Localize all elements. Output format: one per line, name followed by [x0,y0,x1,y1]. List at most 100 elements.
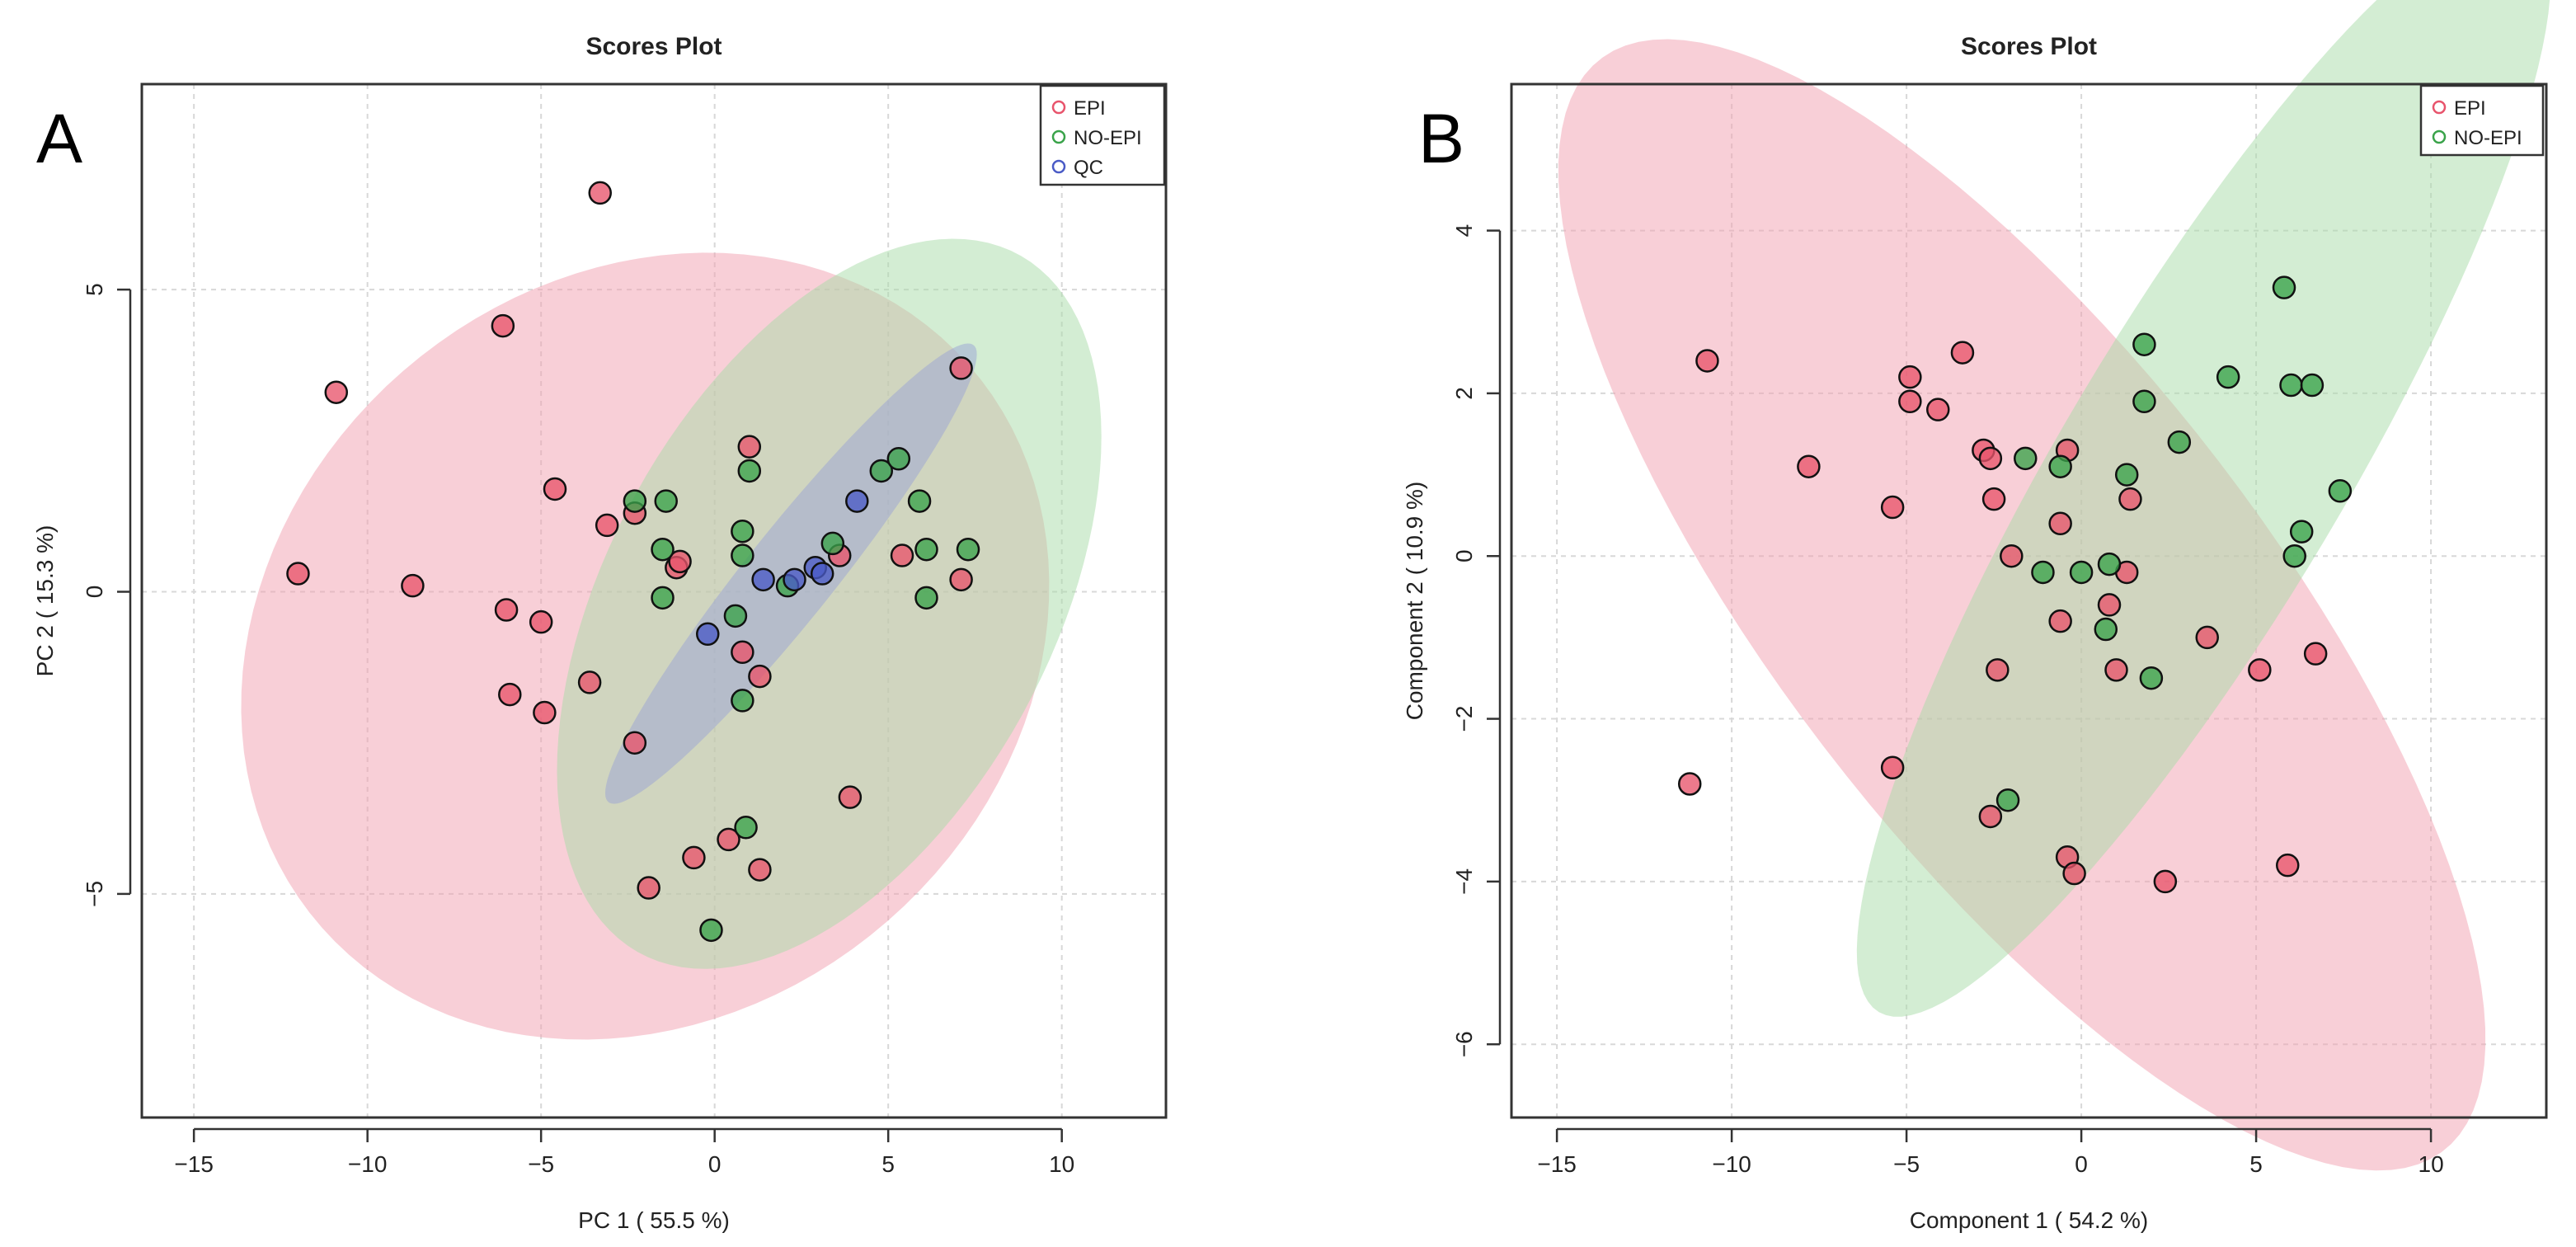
data-point-epi [1898,389,1922,414]
data-point-no-epi [651,586,675,610]
data-point-no-epi [2282,544,2306,568]
data-point-epi [577,671,602,694]
panel-b: B −15 −10 −5 0 5 10 Component 1 ( 54.2 %) −6 −4−… [1385,0,2576,1247]
panel-label: B [1418,100,1465,177]
data-point-epi [401,573,425,598]
chart-title: Scores Plot [1961,33,2097,60]
x-tick-label: −10 [348,1151,388,1177]
confidence-ellipse-no-epi [1856,0,2550,1017]
data-point-no-epi [1995,788,2020,812]
data-point-qc [751,567,775,592]
data-point-no-epi [2167,430,2192,454]
data-point-epi [1978,804,2003,829]
data-point-no-epi [820,531,845,556]
x-tick-label: 5 [2249,1151,2263,1177]
series-epi [1677,341,2328,894]
y-tick-label: 4 [1451,224,1477,238]
data-point-no-epi [623,489,647,513]
plot-frame [140,82,1168,1119]
data-point-epi [543,477,567,501]
data-point-qc [783,567,806,592]
data-point-epi [1880,495,1905,520]
x-tick-label: 0 [2075,1151,2088,1177]
data-point-epi [748,858,772,882]
data-point-epi [2276,853,2300,878]
data-point-no-epi [2289,520,2314,544]
legend-label-epi: EPI [2454,97,2486,120]
data-point-no-epi [734,816,758,840]
ellipses [241,238,1102,1040]
data-point-no-epi [914,586,938,610]
x-axis: −15 −10 −5 0 5 10 [174,1127,1074,1177]
legend-label-epi: EPI [1074,97,1106,120]
data-point-no-epi [654,489,678,513]
data-point-epi [286,562,310,586]
panel-a: A −15 −10 −5 0 5 10 PC 1 ( 55.5 %) −5 0 5 PC 2 ( 1… [0,0,1187,1247]
x-tick-label: 0 [708,1151,722,1177]
data-point-epi [2195,625,2219,650]
data-point-epi [1978,446,2003,471]
data-point-no-epi [907,489,932,513]
data-point-epi [737,435,762,459]
scores-plot-chart: −15 −10 −5 0 5 10 PC 1 ( 55.5 %) −5 0 5 PC 2 ( 15.… [32,33,1168,1233]
data-point-no-epi [2328,479,2353,503]
data-point-epi [529,609,553,634]
legend-box [2419,84,2545,157]
data-point-epi [324,380,349,404]
data-point-no-epi [886,447,911,471]
data-point-no-epi [2048,454,2072,478]
legend-marker-no-epi [1051,129,1066,144]
data-point-epi [498,682,522,707]
x-tick-label: 5 [881,1151,895,1177]
plot-frame [1510,82,2548,1119]
data-point-no-epi [651,537,675,562]
y-axis-title: PC 2 ( 15.3 %) [32,525,58,677]
data-point-no-epi [2139,666,2164,690]
y-tick-label: −6 [1451,1031,1477,1057]
y-axis: −6 −4 −2 0 2 4 [1451,224,1502,1057]
data-point-no-epi [2097,552,2122,576]
data-point-no-epi [2031,560,2055,585]
data-point-epi [595,513,619,538]
data-point-epi [682,845,706,870]
y-tick-label: 0 [82,586,107,599]
data-point-epi [1898,365,1922,389]
data-point-epi [491,313,515,338]
data-point-epi [2048,609,2072,633]
data-point-epi [494,598,519,622]
data-point-epi [1986,658,2010,682]
legend-label-no-epi: NO-EPI [1074,127,1142,149]
panel-label: A [36,100,83,177]
y-axis-title: Component 2 ( 10.9 %) [1402,482,1427,721]
y-tick-label: 0 [1451,549,1477,562]
legend-label-no-epi: NO-EPI [2454,127,2522,149]
data-point-no-epi [2300,373,2325,398]
x-tick-label: 10 [1049,1151,1074,1177]
data-point-epi [637,876,660,900]
data-point-epi [2303,642,2328,666]
data-point-no-epi [723,604,748,628]
series-no-epi [1995,275,2353,812]
legend-label-qc: QC [1074,157,1103,179]
legend: EPI NO-EPI QC [1039,84,1166,186]
x-tick-label: 10 [2419,1151,2444,1177]
x-tick-label: −5 [528,1151,554,1177]
data-point-epi [890,544,914,567]
legend: EPI NO-EPI [2419,84,2545,157]
data-point-epi [2248,658,2272,682]
x-axis: −15 −10 −5 0 5 10 [1537,1127,2444,1177]
data-point-epi [1981,487,2006,511]
data-point-no-epi [731,519,754,544]
x-axis-title: PC 1 ( 55.5 %) [578,1207,730,1233]
data-point-no-epi [2114,463,2139,487]
data-point-epi [1695,349,1719,373]
ellipses [1558,0,2550,1171]
data-point-no-epi [914,537,938,562]
data-point-no-epi [731,544,754,567]
data-point-epi [2153,869,2178,894]
data-point-epi [623,731,647,755]
data-point-epi [838,785,863,809]
data-point-qc [696,622,720,647]
data-point-epi [748,664,772,689]
data-point-epi [1677,772,1702,796]
